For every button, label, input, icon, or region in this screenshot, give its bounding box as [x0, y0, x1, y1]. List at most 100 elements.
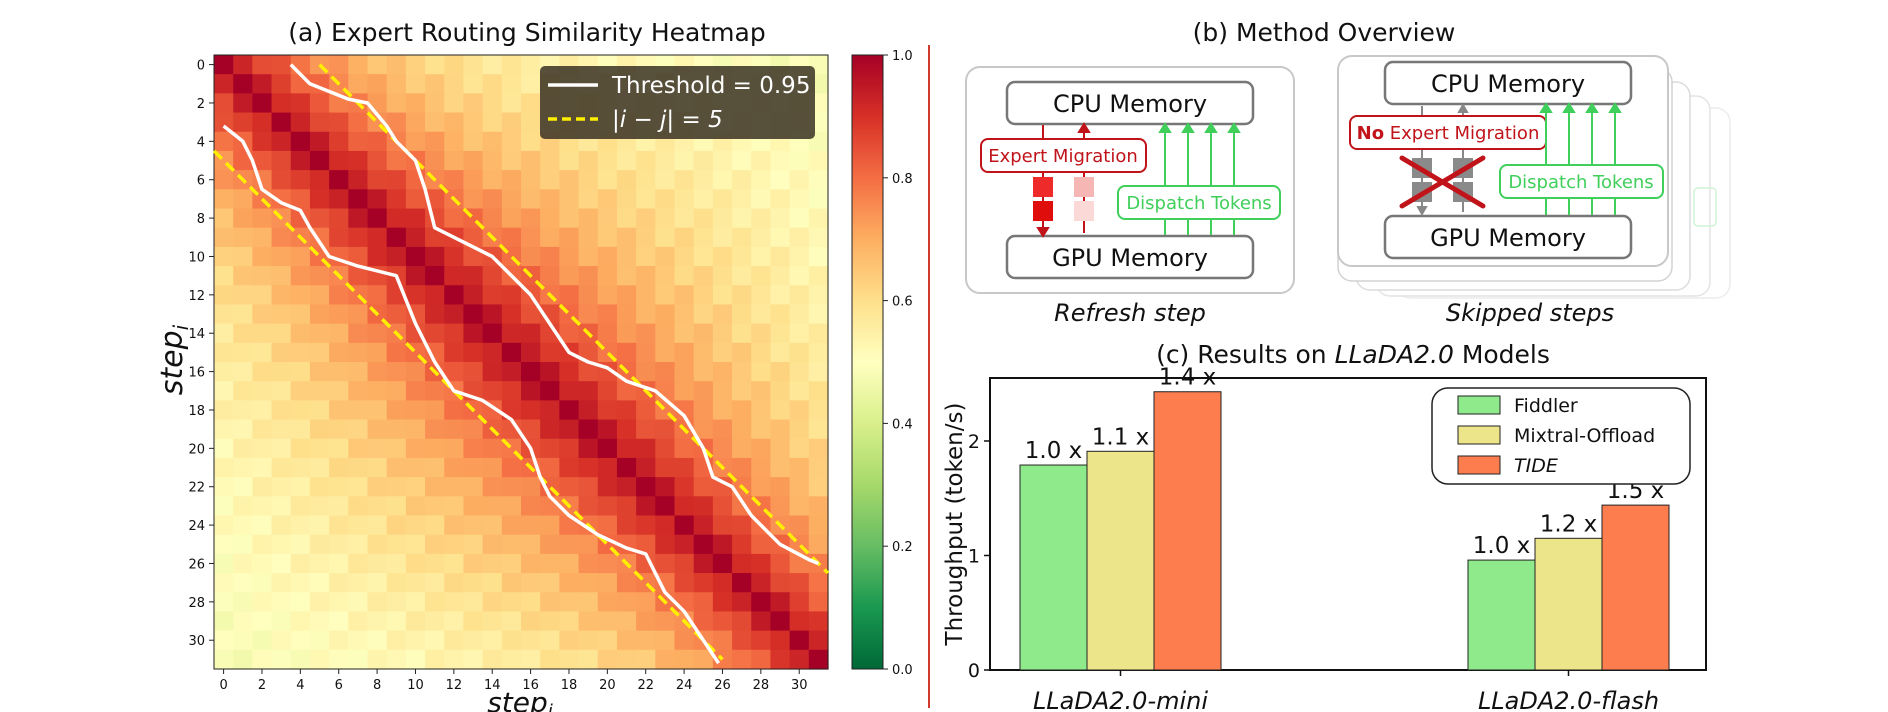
heatmap-cell: [732, 323, 752, 344]
heatmap-cell: [636, 553, 656, 574]
heatmap-cell: [693, 592, 714, 613]
skipped-cpu-memory-box: [1383, 60, 1633, 106]
skipped-dispatch-tokens-label: Dispatch Tokens: [1508, 172, 1653, 193]
heatmap-cell: [770, 381, 791, 401]
heatmap-cell: [732, 649, 752, 670]
heatmap-cell: [290, 304, 311, 325]
expert-migration-label: Expert Migration: [988, 146, 1138, 167]
heatmap-cell: [271, 170, 292, 190]
y-tick-label: 18: [188, 404, 205, 419]
heatmap-cell: [309, 150, 330, 171]
y-tick-label: 4: [197, 135, 205, 150]
heatmap-cell: [329, 189, 349, 210]
heatmap-cell: [616, 304, 637, 325]
heatmap-cell: [751, 227, 772, 248]
heatmap-cell: [521, 131, 541, 152]
heatmap-cell: [367, 438, 388, 459]
heatmap-cell: [252, 266, 273, 286]
heatmap-legend: Threshold = 0.95 |i − j| = 5: [540, 66, 815, 139]
heatmap-cell: [463, 131, 484, 152]
heatmap-cell: [482, 573, 503, 593]
heatmap-cell: [636, 496, 656, 517]
heatmap-cell: [732, 381, 752, 401]
heatmap-cell: [578, 477, 599, 497]
heatmap-cell: [712, 553, 733, 574]
heatmap-cell: [732, 266, 752, 286]
heatmap-cell: [482, 477, 503, 497]
heatmap-cell: [808, 189, 829, 210]
y-tick-label: 26: [188, 557, 205, 572]
heatmap-cell: [367, 611, 388, 632]
heatmap-cell: [214, 592, 234, 613]
colorbar: [851, 54, 884, 670]
legend-threshold-label: Threshold = 0.95: [611, 73, 810, 99]
heatmap-cell: [655, 362, 676, 382]
heatmap-cell: [770, 170, 791, 190]
heatmap-cell: [367, 323, 388, 344]
heatmap-cell: [214, 285, 234, 306]
heatmap-cell: [425, 150, 445, 171]
heatmap-cell: [616, 323, 637, 344]
heatmap-cell: [616, 266, 637, 286]
heatmap-cell: [521, 304, 541, 325]
heatmap-cell: [674, 477, 695, 497]
heatmap-cell: [252, 592, 273, 613]
heatmap-cell: [693, 419, 714, 440]
heatmap-cell: [348, 189, 369, 210]
heatmap-cell: [655, 573, 676, 593]
heatmap-cell: [348, 381, 369, 401]
heatmap-cell: [329, 553, 349, 574]
heatmap-cell: [540, 246, 560, 267]
heatmap-cell: [808, 649, 829, 670]
heatmap-cell: [501, 515, 522, 536]
heatmap-cell: [214, 400, 234, 421]
heatmap-cell: [655, 246, 676, 267]
heatmap-cell: [348, 170, 369, 190]
heatmap-cell: [521, 93, 541, 114]
heatmap-cell: [482, 323, 503, 344]
heatmap-cell: [751, 266, 772, 286]
x-tick-label: 28: [753, 678, 770, 693]
dispatch-tokens-box: [1117, 185, 1281, 220]
heatmap-cell: [808, 477, 829, 497]
heatmap-cell: [463, 342, 484, 363]
heatmap-cell: [636, 362, 656, 382]
expert-migration-box: [980, 138, 1147, 173]
x-tick-label: 4: [296, 678, 304, 693]
heatmap-cell: [540, 227, 560, 248]
heatmap-cell: [290, 534, 311, 555]
heatmap-cell: [751, 362, 772, 382]
skipped-dispatch-tokens-box: [1499, 164, 1664, 199]
heatmap-cell: [501, 534, 522, 555]
heatmap-cell: [616, 573, 637, 593]
heatmap-cell: [252, 131, 273, 152]
heatmap-cell: [271, 553, 292, 574]
heatmap-cell: [521, 170, 541, 190]
heatmap-cell: [501, 131, 522, 152]
heatmap-cell: [578, 189, 599, 210]
heatmap-cell: [674, 323, 695, 344]
heatmap-cell: [501, 496, 522, 517]
heatmap-cell: [559, 400, 580, 421]
heatmap-cell: [367, 592, 388, 613]
heatmap-cell: [214, 304, 234, 325]
heatmap-cell: [521, 323, 541, 344]
heatmap-cell: [693, 534, 714, 555]
heatmap-cell: [674, 304, 695, 325]
heatmap-cell: [674, 649, 695, 670]
heatmap-cell: [540, 553, 560, 574]
heatmap-cell: [309, 477, 330, 497]
heatmap-cell: [521, 573, 541, 593]
heatmap-cell: [329, 419, 349, 440]
heatmap-cell: [655, 457, 676, 478]
bar-y-tick-label: 0: [968, 660, 980, 682]
heatmap-cell: [482, 553, 503, 574]
heatmap-cell: [367, 189, 388, 210]
heatmap-cell: [386, 381, 407, 401]
heatmap-cell: [559, 553, 580, 574]
heatmap-cell: [597, 304, 618, 325]
heatmap-cell: [789, 170, 810, 190]
heatmap-cell: [693, 189, 714, 210]
heatmap-cell: [501, 304, 522, 325]
